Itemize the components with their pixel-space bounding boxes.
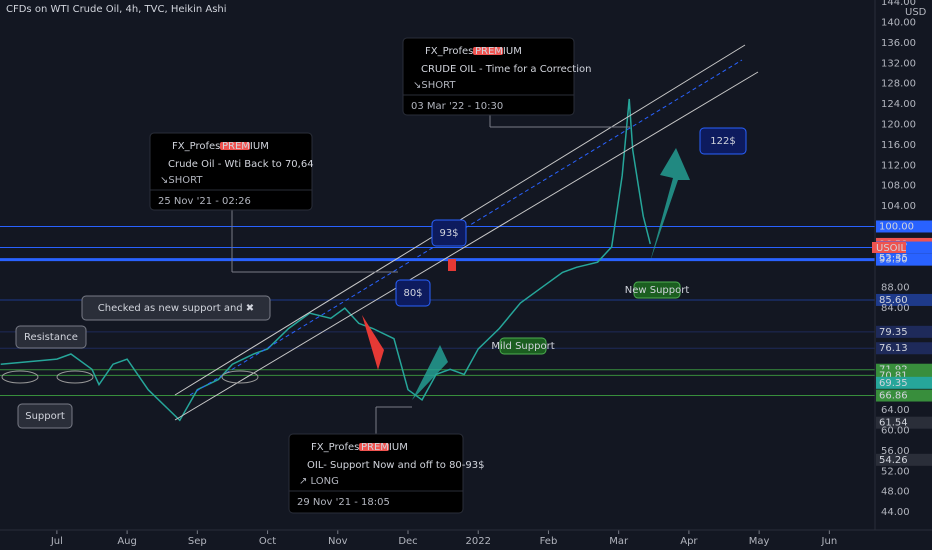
y-tick-label: 128.00 bbox=[881, 79, 916, 90]
annotation: Support bbox=[25, 411, 65, 422]
annotation: New Support bbox=[625, 285, 690, 296]
y-tick-label: 120.00 bbox=[881, 119, 916, 130]
y-tick-label: 124.00 bbox=[881, 99, 916, 110]
badge-bg bbox=[220, 142, 250, 150]
title: CFDs on WTI Crude Oil, 4h, TVC, Heikin A… bbox=[6, 4, 227, 15]
price-label-bg bbox=[876, 325, 932, 338]
annotation-box bbox=[15, 325, 87, 349]
idea-badge: PREMIUM bbox=[475, 46, 522, 57]
idea-title: Crude Oil - Wti Back to 70,64 bbox=[168, 159, 314, 170]
annotation-box bbox=[431, 219, 467, 247]
x-tick-label: Sep bbox=[188, 536, 207, 547]
y-tick-label: 88.00 bbox=[881, 283, 910, 294]
price-label: 61.54 bbox=[879, 418, 908, 429]
price-label: 93.50 bbox=[879, 255, 908, 266]
annotation-box bbox=[699, 127, 747, 155]
idea-side: ↗ LONG bbox=[299, 476, 339, 487]
annotation: 93$ bbox=[439, 228, 458, 239]
idea-date: 03 Mar '22 - 10:30 bbox=[411, 101, 503, 112]
x-tick-label: Mar bbox=[609, 536, 629, 547]
x-tick-label: Apr bbox=[680, 536, 698, 547]
y-tick-label: 112.00 bbox=[881, 160, 916, 171]
idea-author: FX_Professor bbox=[311, 442, 376, 453]
y-tick-label: 64.00 bbox=[881, 405, 910, 416]
annotation: Checked as new support and ✖ bbox=[98, 303, 254, 314]
price-label: 70.81 bbox=[879, 370, 908, 381]
y-tick-label: 136.00 bbox=[881, 38, 916, 49]
annotation-box bbox=[633, 281, 681, 299]
price-label-bg bbox=[876, 253, 932, 266]
y-tick-label: 116.00 bbox=[881, 140, 916, 151]
price-label: 85.60 bbox=[879, 295, 908, 306]
annotation-box bbox=[499, 337, 547, 355]
y-tick-label: 104.00 bbox=[881, 201, 916, 212]
badge-bg bbox=[473, 47, 503, 55]
y-tick-label: 144.00 bbox=[881, 0, 916, 8]
price-label-bg bbox=[876, 293, 932, 306]
idea-side: ↘SHORT bbox=[160, 175, 203, 186]
price-label: 100.00 bbox=[879, 221, 914, 232]
price-label-bg bbox=[876, 376, 932, 389]
y-tick-label: 132.00 bbox=[881, 58, 916, 69]
idea-badge: PREMIUM bbox=[361, 442, 408, 453]
price-label-bg bbox=[876, 220, 932, 233]
price-line bbox=[0, 98, 652, 422]
idea-author: FX_Professor bbox=[172, 141, 237, 152]
x-tick-label: Dec bbox=[398, 536, 417, 547]
badge-bg bbox=[359, 443, 389, 451]
y-tick-label: 56.00 bbox=[881, 446, 910, 457]
idea-side: ↘SHORT bbox=[413, 80, 456, 91]
idea-date: 29 Nov '21 - 18:05 bbox=[297, 497, 390, 508]
annotation-box bbox=[17, 403, 73, 429]
annotation: 122$ bbox=[710, 136, 735, 147]
price-label: 76.13 bbox=[879, 343, 908, 354]
annotation: Mild Support bbox=[491, 341, 554, 352]
idea-title: CRUDE OIL - Time for a Correction bbox=[421, 64, 591, 75]
symbol: USOIL bbox=[876, 243, 906, 254]
currency: USD bbox=[905, 7, 927, 18]
idea-card bbox=[288, 433, 464, 514]
x-tick-label: May bbox=[749, 536, 770, 547]
y-tick-label: 84.00 bbox=[881, 303, 910, 314]
price-label: 66.86 bbox=[879, 391, 908, 402]
idea-author: FX_Professor bbox=[425, 46, 490, 57]
countdown: 52:35 bbox=[879, 253, 908, 264]
price-label-bg bbox=[876, 453, 932, 466]
x-tick-label: Feb bbox=[540, 536, 558, 547]
x-tick-label: Nov bbox=[328, 536, 348, 547]
price-label: 79.35 bbox=[879, 327, 908, 338]
x-tick-label: Jul bbox=[50, 536, 63, 547]
x-tick-label: Jun bbox=[821, 536, 838, 547]
annotation: Resistance bbox=[24, 332, 78, 343]
y-tick-label: 52.00 bbox=[881, 466, 910, 477]
idea-title: OIL- Support Now and off to 80-93$ bbox=[307, 460, 485, 471]
price-label: 54.26 bbox=[879, 455, 908, 466]
y-tick-label: 108.00 bbox=[881, 181, 916, 192]
annotation-box bbox=[395, 279, 431, 307]
y-tick-label: 48.00 bbox=[881, 487, 910, 498]
idea-date: 25 Nov '21 - 02:26 bbox=[158, 196, 251, 207]
x-tick-label: Aug bbox=[117, 536, 137, 547]
x-tick-label: Oct bbox=[259, 536, 276, 547]
idea-card bbox=[402, 37, 575, 116]
idea-card bbox=[149, 132, 313, 211]
y-tick-label: 140.00 bbox=[881, 17, 916, 28]
price-label-bg bbox=[876, 389, 932, 402]
y-tick-label: 60.00 bbox=[881, 426, 910, 437]
price-label-bg bbox=[876, 416, 932, 429]
annotation-box bbox=[81, 295, 271, 321]
y-tick-label: 44.00 bbox=[881, 507, 910, 518]
symbol-bg bbox=[872, 242, 906, 253]
idea-badge: PREMIUM bbox=[222, 141, 269, 152]
price-label-bg bbox=[876, 342, 932, 355]
annotation: 80$ bbox=[403, 288, 422, 299]
x-tick-label: 2022 bbox=[466, 536, 491, 547]
price-label: 69.35 bbox=[879, 378, 908, 389]
